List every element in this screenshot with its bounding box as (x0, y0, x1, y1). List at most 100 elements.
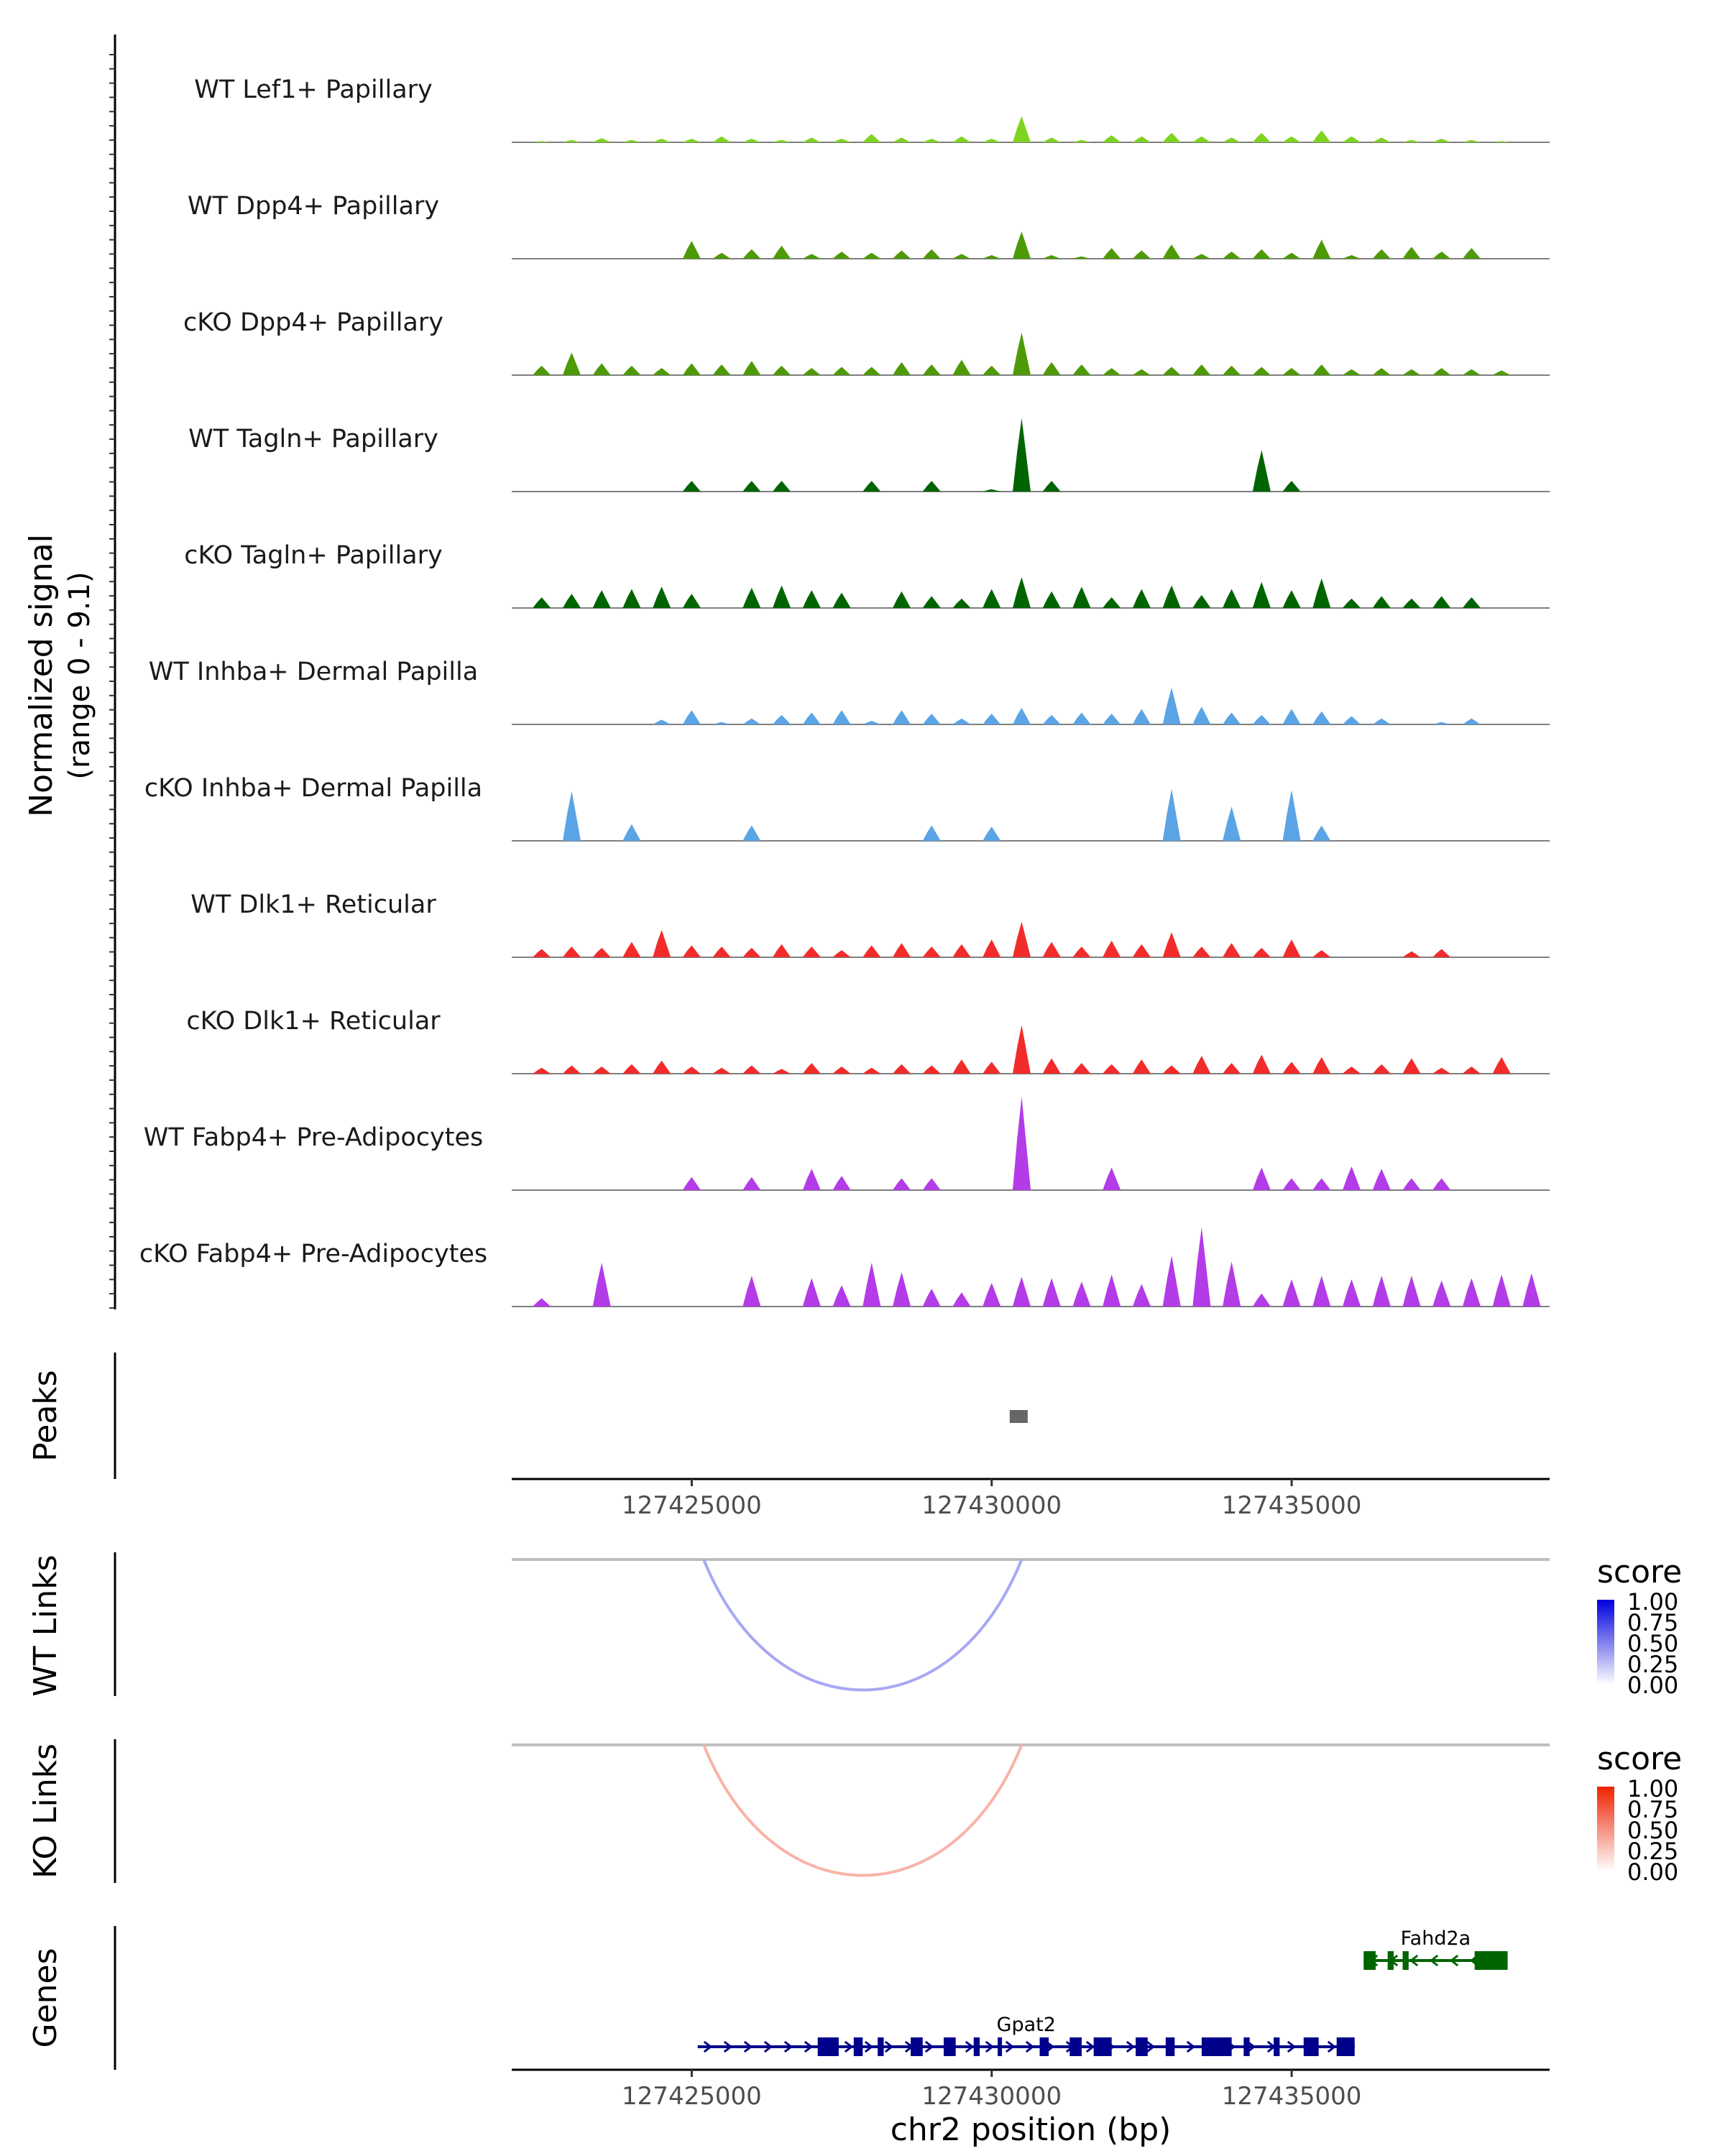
signal-peak (952, 598, 971, 608)
signal-peak (1252, 1293, 1271, 1307)
signal-peak (1312, 130, 1331, 142)
signal-peak (712, 252, 731, 259)
track-label: WT Lef1+ Papillary (194, 75, 433, 104)
signal-peak (1312, 1276, 1331, 1307)
signal-peak (773, 365, 791, 375)
signal-peak (1343, 136, 1361, 142)
signal-peak (1282, 136, 1301, 142)
signal-peak (1462, 248, 1481, 259)
ko-legend-label: 0.25 (1627, 1838, 1678, 1865)
signal-peak (893, 1064, 911, 1074)
signal-peak (773, 1069, 791, 1074)
signal-peak (533, 949, 551, 957)
signal-peak (1432, 252, 1451, 259)
signal-peak (1492, 141, 1511, 142)
gene-model: Gpat2 (697, 2014, 1355, 2056)
signal-peak (862, 367, 881, 375)
gene-exon (1387, 1951, 1394, 1970)
signal-peak (742, 481, 761, 492)
signal-peak (1282, 709, 1301, 724)
signal-track: WT Dlk1+ Reticular (190, 890, 1550, 958)
signal-peak (1103, 368, 1121, 375)
signal-peak (1192, 594, 1211, 608)
signal-peak (1072, 712, 1091, 724)
signal-peak (862, 721, 881, 724)
signal-peak (922, 481, 941, 492)
gene-exon (943, 2037, 956, 2056)
signal-ylabel-range: (range 0 - 9.1) (63, 571, 96, 779)
signal-track: WT Dpp4+ Papillary (188, 192, 1550, 259)
strand-arrow (1327, 2040, 1337, 2053)
signal-peak (1312, 825, 1331, 841)
signal-peak (1132, 944, 1151, 957)
signal-peak (1462, 597, 1481, 608)
peaks-x-tick-label: 127430000 (921, 1491, 1062, 1520)
signal-peak (1282, 481, 1301, 492)
signal-peak (682, 1176, 701, 1190)
signal-peak (1252, 1054, 1271, 1074)
ko-legend-label: 0.00 (1627, 1858, 1678, 1886)
signal-peak (742, 718, 761, 724)
signal-peak (712, 722, 731, 724)
signal-peak (1072, 1281, 1091, 1307)
signal-peak (622, 139, 641, 142)
signal-peak (1372, 249, 1391, 259)
gene-exon (853, 2037, 863, 2056)
signal-track: cKO Fabp4+ Pre-Adipocytes (139, 1227, 1550, 1307)
signal-peak (773, 944, 791, 957)
signal-peak (1072, 1063, 1091, 1074)
track-label: cKO Tagln+ Papillary (184, 541, 443, 570)
peaks-x-ticks: 127425000 127430000 127435000 (622, 1479, 1361, 1520)
signal-peak (773, 714, 791, 724)
signal-peak (1012, 418, 1031, 492)
signal-peak (1223, 943, 1241, 957)
signal-peak (1192, 946, 1211, 957)
signal-peak (1162, 367, 1181, 375)
signal-peak (1042, 137, 1061, 142)
signal-peak (983, 365, 1001, 375)
signal-peak (1042, 714, 1061, 724)
signal-peak (1312, 711, 1331, 724)
signal-track: cKO Tagln+ Papillary (184, 541, 1550, 609)
signal-peak (592, 1263, 611, 1307)
signal-peak (983, 589, 1001, 608)
signal-peak (1132, 136, 1151, 142)
signal-peak (682, 481, 701, 492)
wt-legend-label: 0.00 (1627, 1672, 1678, 1699)
track-label: cKO Dlk1+ Reticular (186, 1007, 441, 1036)
signal-peak (1072, 256, 1091, 259)
signal-peak (1012, 1276, 1031, 1307)
signal-peak (952, 254, 971, 259)
signal-peak (742, 1065, 761, 1074)
wt-link-arc (702, 1559, 1024, 1692)
signal-peak (922, 364, 941, 375)
ko-links-legend: score 1.00 0.75 0.50 0.25 0.00 (1597, 1741, 1682, 1886)
signal-peak (1432, 722, 1451, 724)
signal-peak (1252, 1167, 1271, 1190)
signal-peak (1492, 370, 1511, 375)
signal-peak (592, 363, 611, 375)
signal-peak (653, 139, 671, 142)
wt-legend-label: 0.50 (1627, 1630, 1678, 1657)
strand-arrow (1186, 2040, 1196, 2053)
signal-peak (1162, 244, 1181, 259)
signal-peak (952, 1059, 971, 1074)
signal-peak (742, 947, 761, 957)
signal-peak (622, 1064, 641, 1074)
gene-model: Fahd2a (1363, 1927, 1508, 1970)
signal-peak (983, 826, 1001, 841)
peaks-label: Peaks (27, 1370, 64, 1461)
signal-peak (1192, 254, 1211, 259)
signal-peak (1312, 1178, 1331, 1190)
signal-peak (1042, 1058, 1061, 1074)
signal-peak (1372, 718, 1391, 724)
strand-arrow (763, 2040, 773, 2053)
strand-arrow (1126, 2040, 1136, 2053)
genes-x-ticks: 127425000 127430000 127435000 (622, 2070, 1361, 2111)
signal-peak (1103, 940, 1121, 957)
signal-peak (893, 1272, 911, 1307)
strand-arrow (1409, 1954, 1419, 1967)
peaks-x-tick-label: 127435000 (1222, 1491, 1362, 1520)
signal-peak (1223, 806, 1241, 841)
signal-peak (952, 944, 971, 957)
